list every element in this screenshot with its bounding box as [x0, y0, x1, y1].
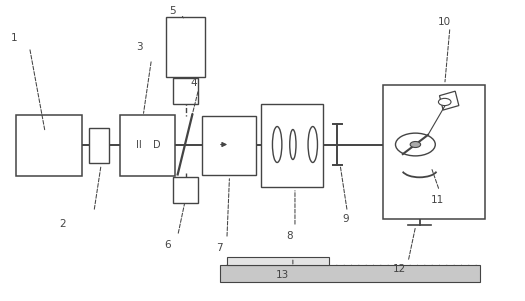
- Text: II: II: [136, 139, 142, 150]
- Bar: [202, 116, 256, 175]
- Circle shape: [395, 133, 435, 156]
- Bar: [16, 115, 82, 176]
- Text: 2: 2: [59, 219, 66, 229]
- Ellipse shape: [308, 126, 318, 163]
- Text: 6: 6: [164, 240, 171, 250]
- Text: 8: 8: [287, 231, 293, 241]
- Bar: [166, 17, 205, 77]
- Circle shape: [438, 98, 451, 106]
- Bar: [173, 177, 197, 203]
- Bar: [173, 78, 197, 104]
- Text: 10: 10: [438, 17, 452, 27]
- Text: 13: 13: [276, 270, 289, 280]
- Text: 11: 11: [431, 195, 445, 205]
- Text: 5: 5: [169, 6, 176, 16]
- Bar: [120, 115, 175, 176]
- Circle shape: [410, 141, 421, 147]
- Text: D: D: [153, 139, 161, 150]
- Bar: [89, 128, 109, 163]
- Text: 12: 12: [393, 264, 406, 274]
- Bar: [219, 265, 480, 282]
- Text: 4: 4: [190, 78, 197, 88]
- Text: 7: 7: [216, 243, 223, 253]
- Ellipse shape: [272, 126, 282, 163]
- Text: 1: 1: [10, 33, 17, 43]
- Bar: [383, 85, 485, 219]
- Bar: [261, 104, 323, 187]
- Ellipse shape: [290, 129, 296, 160]
- Polygon shape: [439, 91, 459, 110]
- Text: 3: 3: [136, 42, 143, 52]
- Bar: [227, 256, 329, 265]
- Text: 9: 9: [342, 214, 349, 225]
